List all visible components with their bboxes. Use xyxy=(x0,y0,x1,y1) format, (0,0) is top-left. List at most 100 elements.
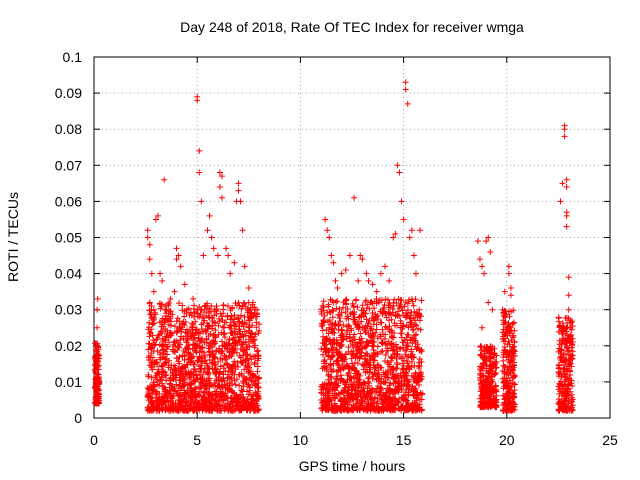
x-axis-label: GPS time / hours xyxy=(299,458,406,474)
cluster-point xyxy=(171,338,178,345)
cluster-point xyxy=(338,309,345,316)
cluster-point xyxy=(170,400,177,407)
data-point xyxy=(561,126,568,133)
cluster-point xyxy=(159,363,166,370)
cluster-point xyxy=(228,369,235,376)
cluster-point xyxy=(556,323,563,330)
cluster-point xyxy=(490,386,497,393)
data-point xyxy=(487,248,494,255)
cluster-point xyxy=(244,363,251,370)
cluster-point xyxy=(220,375,227,382)
cluster-point xyxy=(203,312,210,319)
cluster-point xyxy=(499,375,506,382)
cluster-point xyxy=(236,382,243,389)
cluster-point xyxy=(563,374,570,381)
cluster-point xyxy=(163,345,170,352)
cluster-point xyxy=(219,317,226,324)
cluster-point xyxy=(191,361,198,368)
cluster-point xyxy=(563,367,570,374)
cluster-point xyxy=(477,351,484,358)
cluster-point xyxy=(200,382,207,389)
cluster-point xyxy=(213,308,220,315)
data-point xyxy=(501,288,508,295)
cluster-point xyxy=(329,353,336,360)
cluster-point xyxy=(352,373,359,380)
cluster-point xyxy=(213,406,220,413)
cluster-point xyxy=(166,299,173,306)
cluster-point xyxy=(185,342,192,349)
cluster-point xyxy=(203,380,210,387)
data-point xyxy=(326,234,333,241)
cluster-point xyxy=(398,394,405,401)
data-point xyxy=(322,216,329,223)
cluster-point xyxy=(477,374,484,381)
cluster-point xyxy=(329,329,336,336)
cluster-point xyxy=(414,390,421,397)
cluster-point xyxy=(211,397,218,404)
data-point xyxy=(402,79,409,86)
cluster-point xyxy=(319,327,326,334)
cluster-point xyxy=(416,372,423,379)
cluster-point xyxy=(510,344,517,351)
cluster-point xyxy=(380,331,387,338)
cluster-point xyxy=(558,373,565,380)
data-point xyxy=(483,238,490,245)
data-point xyxy=(410,252,417,259)
cluster-point xyxy=(481,350,488,357)
data-point xyxy=(377,270,384,277)
cluster-point xyxy=(567,324,574,331)
cluster-point xyxy=(160,346,167,353)
cluster-point xyxy=(255,384,262,391)
data-point xyxy=(334,285,341,292)
cluster-point xyxy=(192,385,199,392)
data-point xyxy=(173,256,180,263)
cluster-point xyxy=(167,375,174,382)
data-point xyxy=(332,277,339,284)
cluster-point xyxy=(385,402,392,409)
cluster-point xyxy=(359,302,366,309)
cluster-point xyxy=(493,352,500,359)
cluster-point xyxy=(179,302,186,309)
data-point xyxy=(563,176,570,183)
cluster-point xyxy=(159,315,166,322)
cluster-point xyxy=(397,317,404,324)
cluster-point xyxy=(215,331,222,338)
cluster-point xyxy=(500,362,507,369)
cluster-point xyxy=(215,322,222,329)
cluster-point xyxy=(506,341,513,348)
cluster-point xyxy=(255,374,262,381)
cluster-point xyxy=(163,405,170,412)
cluster-point xyxy=(413,395,420,402)
cluster-point xyxy=(501,343,508,350)
cluster-point xyxy=(147,405,154,412)
cluster-point xyxy=(332,386,339,393)
cluster-point xyxy=(170,407,177,414)
cluster-point xyxy=(150,337,157,344)
cluster-point xyxy=(340,401,347,408)
cluster-point xyxy=(381,397,388,404)
cluster-point xyxy=(492,383,499,390)
cluster-point xyxy=(181,390,188,397)
cluster-point xyxy=(558,346,565,353)
cluster-point xyxy=(500,326,507,333)
cluster-point xyxy=(231,330,238,337)
cluster-point xyxy=(363,350,370,357)
cluster-point xyxy=(248,396,255,403)
cluster-point xyxy=(223,319,230,326)
cluster-point xyxy=(569,383,576,390)
cluster-point xyxy=(219,338,226,345)
cluster-point xyxy=(403,382,410,389)
data-point xyxy=(351,194,358,201)
cluster-point xyxy=(239,388,246,395)
cluster-point xyxy=(212,334,219,341)
cluster-point xyxy=(318,386,325,393)
cluster-point xyxy=(170,386,177,393)
cluster-point xyxy=(374,335,381,342)
cluster-point xyxy=(194,313,201,320)
cluster-point xyxy=(230,319,237,326)
cluster-point xyxy=(231,312,238,319)
cluster-point xyxy=(196,303,203,310)
cluster-point xyxy=(219,383,226,390)
cluster-point xyxy=(336,405,343,412)
data-point xyxy=(342,266,349,273)
